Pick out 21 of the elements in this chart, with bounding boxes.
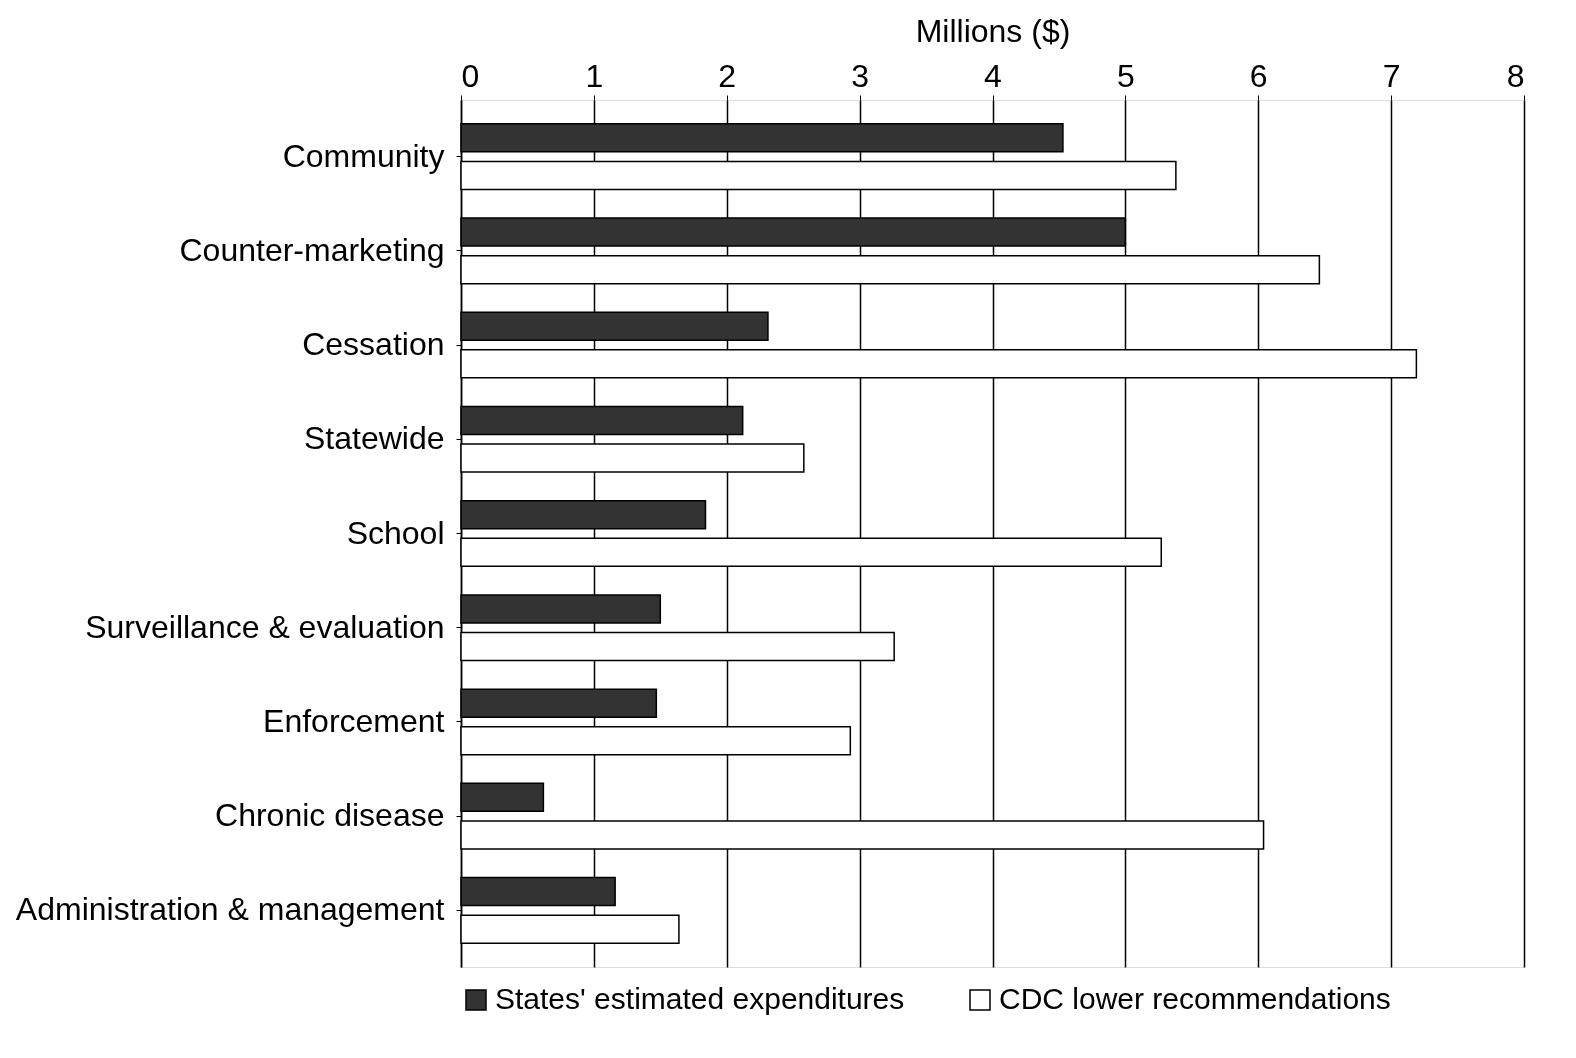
- y-tick-label: Surveillance & evaluation: [85, 608, 445, 645]
- x-tick-label: 8: [1506, 57, 1525, 94]
- legend-label: CDC lower recommendations: [999, 982, 1391, 1015]
- y-tick-label: Chronic disease: [215, 797, 445, 834]
- x-tick-label: 5: [1116, 57, 1135, 94]
- x-tick-label: 3: [851, 57, 870, 94]
- legend-label: States' estimated expenditures: [495, 982, 905, 1015]
- y-tick-label: Community: [282, 137, 445, 174]
- x-tick-label: 6: [1249, 57, 1268, 94]
- x-tick-label: 7: [1382, 57, 1401, 94]
- y-tick-label: Enforcement: [263, 702, 445, 739]
- y-tick-label: School: [346, 514, 445, 551]
- x-tick-label: 1: [585, 57, 604, 94]
- y-tick-label: Counter-marketing: [179, 231, 445, 268]
- y-tick-label: Administration & management: [15, 891, 445, 928]
- x-tick-label: 2: [718, 57, 737, 94]
- x-tick-label: 0: [461, 57, 480, 94]
- y-tick-label: Cessation: [302, 326, 445, 363]
- y-tick-label: Statewide: [303, 420, 445, 457]
- x-axis-title: Millions ($): [915, 12, 1071, 49]
- x-tick-label: 4: [984, 57, 1002, 94]
